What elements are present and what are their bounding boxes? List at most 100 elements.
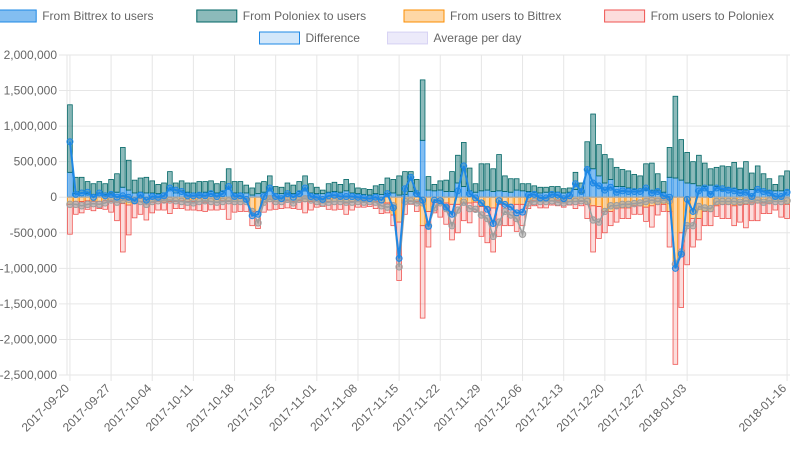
legend-label: From Bittrex to users	[42, 9, 153, 23]
y-tick-label: -1,500,000	[0, 297, 57, 311]
bar-2	[719, 165, 726, 191]
bar-4	[637, 205, 643, 215]
bar-1	[572, 188, 579, 198]
series-lines	[66, 138, 791, 272]
bar-2	[231, 181, 238, 194]
point-5	[618, 187, 626, 195]
bar-4	[67, 203, 73, 235]
point-5	[131, 197, 139, 205]
bar-2	[337, 184, 344, 193]
point-5	[319, 195, 327, 203]
point-6	[101, 199, 109, 207]
bar-2	[278, 186, 285, 195]
bar-1	[437, 189, 444, 198]
legend-item-5[interactable]: Difference	[259, 31, 361, 45]
point-6	[460, 198, 468, 206]
bar-2	[325, 183, 332, 193]
point-6	[630, 199, 638, 208]
bar-2	[131, 179, 138, 194]
bar-1	[461, 186, 467, 198]
legend-label: From Poloniex to users	[243, 9, 366, 23]
point-5	[425, 222, 432, 230]
point-6	[507, 211, 515, 219]
point-5	[360, 194, 368, 202]
bar-2	[602, 154, 608, 184]
point-5	[519, 208, 527, 216]
point-5	[184, 192, 191, 200]
bar-4	[643, 206, 649, 222]
point-5	[189, 192, 197, 200]
bar-1	[519, 190, 526, 198]
point-5	[219, 190, 227, 198]
bar-1	[684, 182, 690, 198]
point-6	[706, 204, 715, 213]
legend-label: Difference	[306, 31, 361, 45]
point-5	[660, 192, 668, 200]
bar-2	[255, 182, 261, 195]
bar-2	[778, 175, 784, 192]
legend: From Bittrex to users From Poloniex to us…	[0, 9, 774, 45]
bar-2	[455, 154, 461, 184]
bar-1	[67, 171, 73, 198]
legend-item-6[interactable]: Average per day	[387, 31, 522, 45]
point-6	[454, 206, 462, 214]
legend-item-3[interactable]: From users to Bittrex	[403, 9, 561, 23]
y-axis: 2,000,000 1,500,000 1,000,000 500,000 0 -500,…	[0, 48, 57, 382]
bar-4	[619, 207, 626, 219]
bar-1	[496, 190, 502, 198]
point-6	[465, 204, 474, 213]
bar-2	[666, 147, 673, 178]
bar-4	[725, 203, 732, 219]
bar-1	[255, 193, 261, 198]
bar-4	[737, 203, 743, 223]
bar-2	[355, 187, 361, 195]
point-5	[89, 193, 97, 201]
bar-2	[366, 188, 373, 196]
y-tick-label: -500,000	[10, 226, 58, 240]
bar-2	[613, 166, 620, 187]
point-6	[624, 200, 633, 209]
point-6	[301, 194, 309, 203]
point-5	[66, 138, 74, 146]
bar-2	[772, 184, 779, 192]
bar-4	[690, 218, 696, 248]
point-6	[83, 200, 92, 209]
bar-2	[90, 183, 97, 195]
bar-2	[631, 174, 637, 190]
point-5	[501, 200, 509, 208]
bar-2	[143, 176, 150, 194]
point-6	[601, 207, 609, 216]
bar-2	[672, 95, 679, 179]
bar-4	[302, 201, 308, 214]
bar-2	[361, 188, 367, 195]
point-5	[172, 186, 180, 194]
bar-3	[596, 196, 602, 207]
bar-4	[466, 202, 473, 224]
bar-2	[654, 173, 661, 191]
x-axis: 2017-09-202017-09-272017-10-042017-10-11…	[19, 381, 790, 435]
bar-2	[590, 113, 596, 170]
bar-1	[419, 139, 426, 198]
legend-item-2[interactable]: From Poloniex to users	[196, 9, 366, 23]
bar-3	[590, 196, 596, 207]
bar-2	[684, 152, 690, 184]
bar-4	[678, 232, 685, 308]
legend-item-4[interactable]: From users to Poloniex	[604, 9, 774, 23]
bar-2	[443, 179, 449, 192]
point-6	[512, 214, 521, 223]
bar-2	[372, 185, 379, 195]
point-5	[178, 188, 186, 196]
point-6	[765, 197, 774, 205]
bar-2	[190, 182, 197, 194]
point-5	[231, 193, 239, 201]
point-5	[730, 187, 738, 195]
point-6	[577, 197, 586, 205]
bar-2	[560, 188, 567, 194]
point-5	[113, 193, 121, 201]
legend-item-1[interactable]: From Bittrex to users	[0, 9, 154, 23]
point-5	[448, 210, 456, 218]
point-5	[595, 182, 603, 190]
point-5	[771, 193, 779, 201]
point-5	[636, 188, 644, 196]
legend-swatch	[0, 9, 37, 23]
